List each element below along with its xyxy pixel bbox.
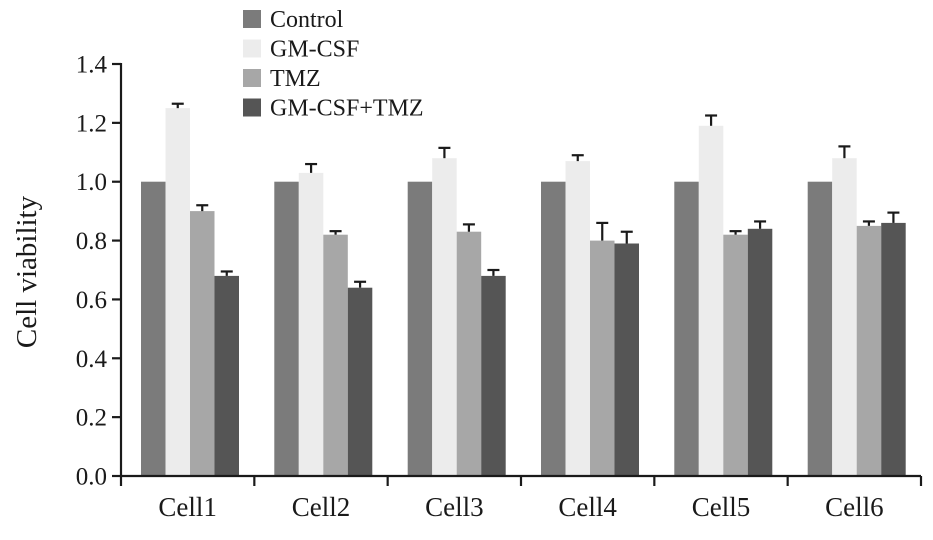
bar-control-cell5 — [674, 181, 699, 476]
bar-gm-csf-cell3 — [432, 158, 457, 476]
error-bars — [171, 102, 900, 288]
bar-gm-csf-tmz-cell3 — [481, 275, 506, 476]
legend: Control GM-CSF TMZ GM-CSF+TMZ — [243, 7, 424, 122]
bar-gm-csf-cell2 — [298, 172, 324, 476]
bar-gm-csf-cell1 — [165, 108, 190, 476]
y-axis: 0.0 0.2 0.4 0.6 0.8 1.0 1.2 1.4 — [76, 52, 123, 491]
bar-tmz-cell5 — [723, 234, 748, 476]
y-tick-label: 0.6 — [76, 287, 107, 314]
bars — [141, 108, 906, 477]
y-tick-label: 0.0 — [76, 464, 107, 491]
bar-gm-csf-tmz-cell6 — [881, 222, 906, 476]
x-axis: Cell1 Cell2 Cell3 Cell4 Cell5 Cell6 — [119, 474, 923, 522]
y-tick-label: 1.0 — [76, 169, 107, 196]
legend-label: GM-CSF — [270, 37, 359, 63]
bar-gm-csf-tmz-cell4 — [614, 243, 639, 476]
y-tick-label: 1.4 — [76, 52, 108, 79]
legend-label: GM-CSF+TMZ — [270, 96, 424, 122]
y-tick-label: 0.4 — [76, 346, 108, 373]
legend-swatch-gm-csf — [243, 39, 261, 58]
bar-tmz-cell2 — [323, 234, 348, 476]
bar-control-cell2 — [274, 181, 299, 476]
y-axis-label: Cell viability — [11, 195, 43, 348]
bar-gm-csf-cell5 — [698, 125, 724, 477]
x-tick-label-cell4: Cell4 — [558, 492, 617, 522]
legend-swatch-tmz — [243, 69, 261, 87]
legend-label: Control — [270, 7, 344, 33]
legend-swatch-gm-csf-tmz — [243, 98, 261, 117]
y-tick-label: 1.2 — [76, 110, 107, 137]
x-tick-label-cell2: Cell2 — [292, 492, 351, 522]
bar-tmz-cell6 — [856, 225, 882, 476]
y-tick-label: 0.8 — [76, 228, 107, 255]
x-tick-label-cell3: Cell3 — [425, 492, 484, 522]
legend-label: TMZ — [270, 66, 321, 92]
y-tick-label: 0.2 — [76, 405, 107, 432]
legend-swatch-control — [243, 10, 261, 28]
bar-gm-csf-tmz-cell1 — [214, 275, 239, 476]
bar-control-cell6 — [807, 181, 833, 476]
bar-tmz-cell1 — [190, 211, 215, 476]
bar-control-cell1 — [141, 181, 166, 476]
bar-gm-csf-cell6 — [832, 158, 857, 476]
x-tick-label-cell1: Cell1 — [158, 492, 217, 522]
bar-tmz-cell3 — [456, 231, 482, 476]
x-tick-label-cell5: Cell5 — [692, 492, 751, 522]
bar-control-cell3 — [407, 181, 433, 476]
bar-gm-csf-tmz-cell2 — [347, 287, 373, 476]
bar-control-cell4 — [541, 181, 566, 476]
x-tick-label-cell6: Cell6 — [825, 492, 884, 522]
bar-tmz-cell4 — [590, 240, 615, 476]
bar-gm-csf-tmz-cell5 — [747, 228, 773, 476]
bar-gm-csf-cell4 — [565, 161, 590, 476]
